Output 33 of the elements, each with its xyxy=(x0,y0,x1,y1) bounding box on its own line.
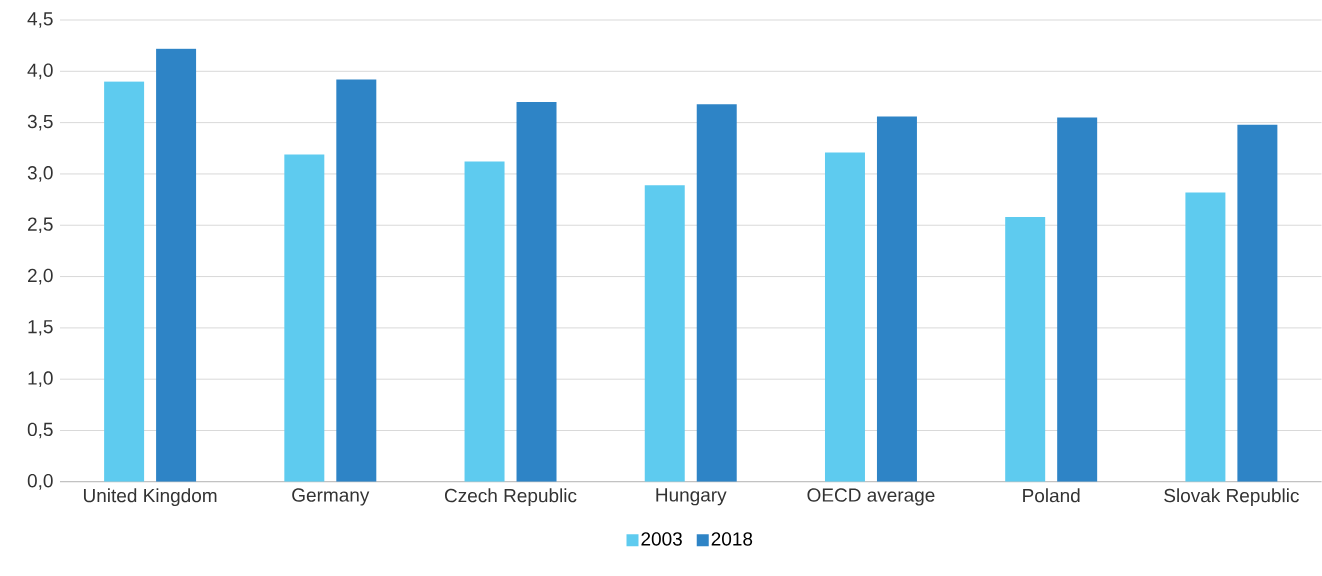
bar xyxy=(284,154,325,482)
x-tick-label: Germany xyxy=(292,488,370,506)
y-tick-label: 1,5 xyxy=(28,320,53,336)
y-tick-label: 2,5 xyxy=(28,217,53,234)
bar xyxy=(644,185,685,482)
bar xyxy=(1057,117,1098,482)
bar xyxy=(1185,192,1226,482)
y-tick-label: 2,0 xyxy=(28,268,53,285)
legend-label: 2003 xyxy=(641,532,682,546)
x-tick-label: Poland xyxy=(1023,488,1080,503)
y-tick-label: 3,0 xyxy=(27,166,53,182)
y-tick-label: 0,0 xyxy=(27,474,53,490)
x-tick-label: Slovak Republic xyxy=(1164,488,1299,507)
y-tick-label: 4,0 xyxy=(27,63,53,80)
bar xyxy=(336,79,377,482)
bar xyxy=(876,116,917,482)
x-tick-label: OECD average xyxy=(807,488,935,506)
x-tick-label: United Kingdom xyxy=(83,488,217,507)
bar xyxy=(824,152,865,482)
y-tick-label: 0,5 xyxy=(27,422,53,439)
y-tick-label: 3,5 xyxy=(27,114,53,131)
bar xyxy=(104,81,145,482)
y-tick-label: 4,5 xyxy=(27,12,53,28)
legend-label: 2018 xyxy=(711,532,753,546)
bar xyxy=(1005,217,1046,482)
y-tick-label: 1,0 xyxy=(28,371,53,388)
bar xyxy=(156,48,197,482)
bar xyxy=(1237,124,1278,482)
bar xyxy=(696,104,737,482)
x-tick-label: Hungary xyxy=(656,488,727,506)
bar xyxy=(464,161,505,482)
x-tick-label: Czech Republic xyxy=(444,488,577,507)
bar xyxy=(516,102,557,482)
